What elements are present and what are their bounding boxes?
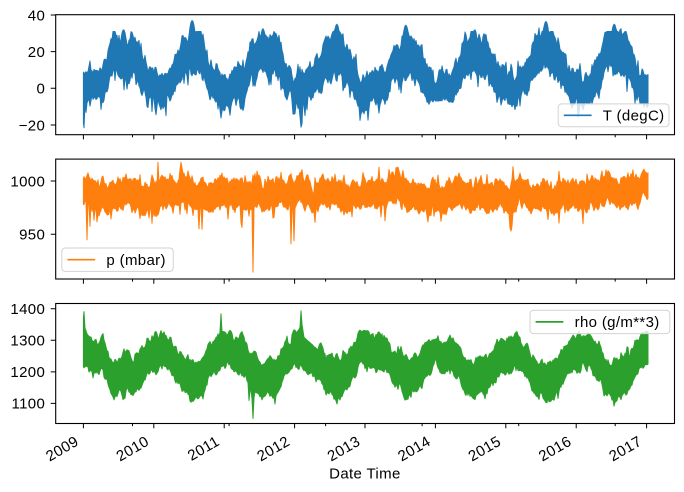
svg-text:20: 20 xyxy=(28,44,45,61)
svg-text:40: 40 xyxy=(28,7,45,24)
svg-text:1400: 1400 xyxy=(10,301,45,318)
svg-text:rho (g/m**3): rho (g/m**3) xyxy=(575,314,660,331)
svg-text:1000: 1000 xyxy=(10,173,45,190)
svg-text:1300: 1300 xyxy=(10,333,45,350)
svg-text:−20: −20 xyxy=(19,117,46,134)
svg-text:1100: 1100 xyxy=(12,396,46,413)
svg-text:950: 950 xyxy=(19,227,45,244)
svg-text:T (degC): T (degC) xyxy=(603,108,665,125)
svg-text:Date Time: Date Time xyxy=(329,465,401,482)
svg-text:p (mbar): p (mbar) xyxy=(106,252,165,269)
svg-text:1200: 1200 xyxy=(10,364,45,381)
svg-text:0: 0 xyxy=(36,81,45,98)
